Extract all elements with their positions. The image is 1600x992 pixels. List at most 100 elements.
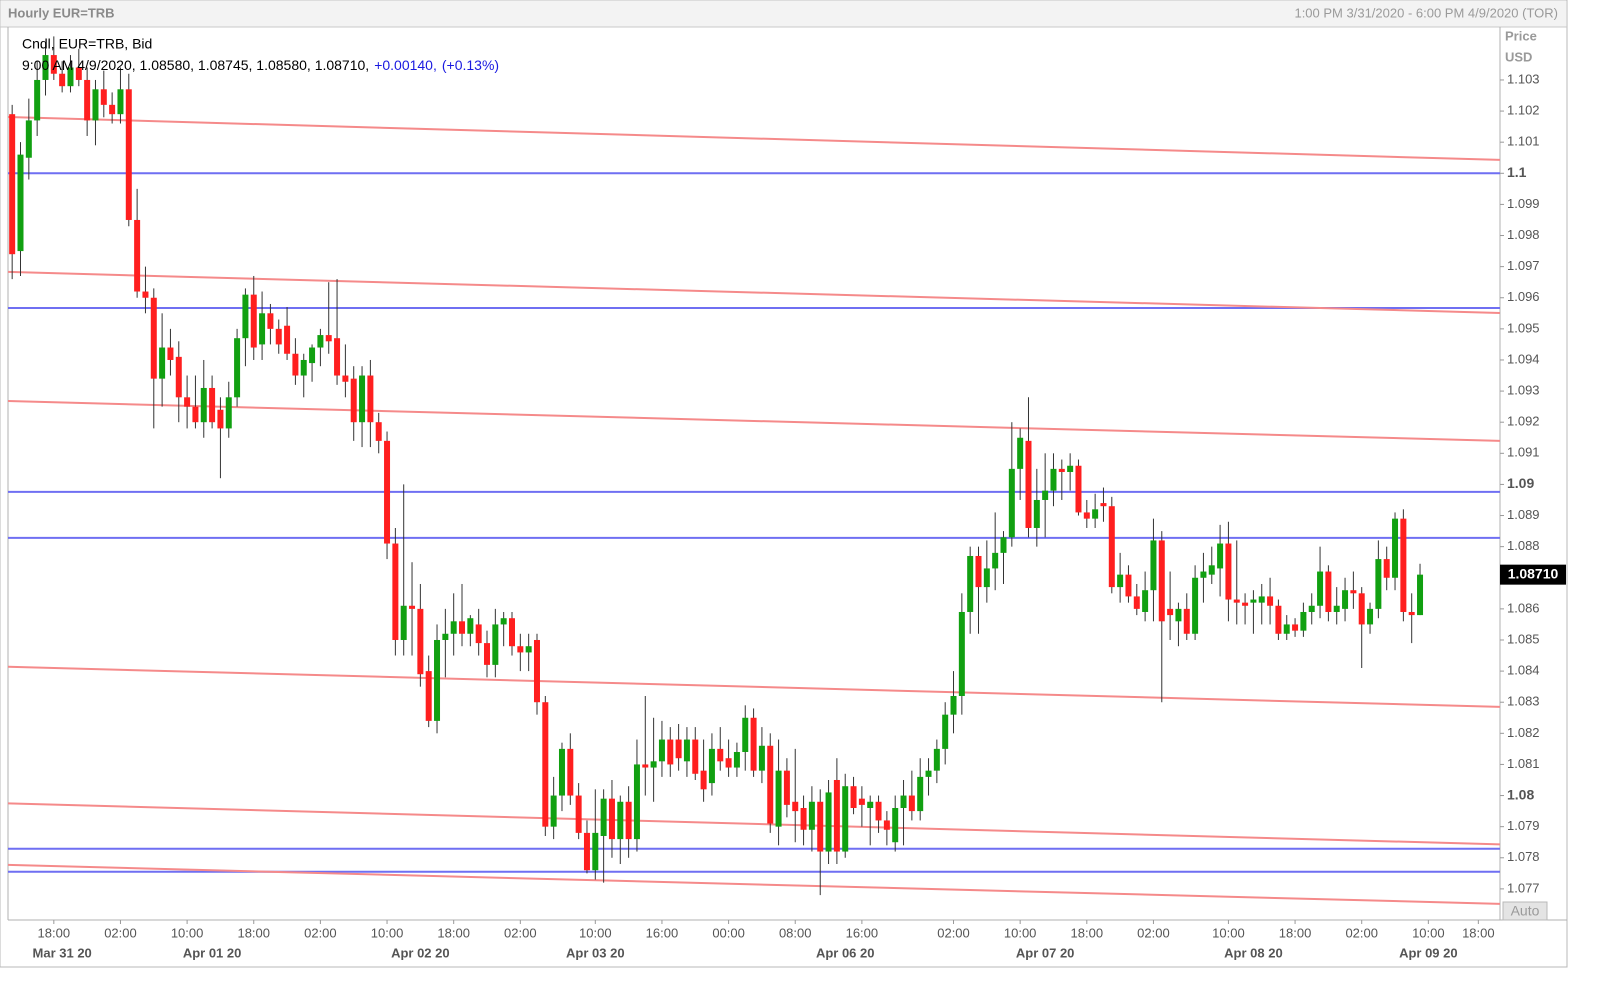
candle-body — [725, 758, 732, 768]
candle-body — [1342, 590, 1349, 609]
auto-button[interactable] — [1502, 901, 1548, 921]
x-tick-label: 18:00 — [437, 925, 470, 940]
candle-body — [775, 770, 782, 827]
candle-body — [892, 807, 899, 843]
candle-body — [100, 89, 107, 105]
candle-body — [175, 356, 182, 398]
x-tick-label: 02:00 — [104, 925, 137, 940]
candle-body — [1375, 559, 1382, 609]
candle-body — [517, 646, 524, 653]
candle-body — [1050, 468, 1057, 491]
candle-body — [1283, 624, 1290, 634]
candle-body — [292, 353, 299, 376]
date-label: Apr 01 20 — [183, 945, 242, 960]
candle-body — [508, 618, 515, 647]
candle-body — [1092, 509, 1099, 519]
candle-body — [1175, 608, 1182, 622]
candle-body — [1025, 440, 1032, 528]
candle-body — [392, 543, 399, 640]
candle-body — [484, 643, 491, 665]
last-price-label: 1.08710 — [1508, 565, 1559, 581]
candle-body — [200, 387, 207, 423]
candle-body — [700, 770, 707, 790]
plot-area — [7, 36, 1501, 905]
date-label: Apr 06 20 — [816, 945, 875, 960]
trend-line — [7, 802, 1501, 846]
candle-body — [883, 820, 890, 830]
date-label: Apr 09 20 — [1399, 945, 1458, 960]
candle-body — [142, 291, 149, 298]
x-tick-label: 10:00 — [1004, 925, 1037, 940]
candle-body — [425, 671, 432, 721]
candle-body — [600, 798, 607, 836]
candle-body — [259, 313, 266, 345]
last-price-box — [1500, 564, 1566, 585]
y-tick-label: 1.081 — [1507, 756, 1540, 771]
x-tick-label: 02:00 — [937, 925, 970, 940]
candle-body — [1233, 599, 1240, 603]
candle-body — [1108, 506, 1115, 588]
candle-body — [592, 832, 599, 871]
candle-body — [950, 695, 957, 715]
candle-body — [234, 338, 241, 398]
candle-body — [84, 79, 91, 121]
x-tick-label: 16:00 — [846, 925, 879, 940]
y-tick-label: 1.09 — [1507, 475, 1534, 491]
candle-body — [875, 801, 882, 821]
candle-body — [309, 347, 316, 364]
candle-body — [1225, 543, 1232, 600]
candle-body — [242, 294, 249, 339]
candle-body — [583, 832, 590, 871]
candle-body — [683, 739, 690, 762]
x-tick-label: 10:00 — [371, 925, 404, 940]
candle-body — [1058, 468, 1065, 472]
candle-body — [225, 397, 232, 429]
y-tick-label: 1.098 — [1507, 227, 1540, 242]
trend-line — [7, 400, 1501, 442]
frame — [0, 0, 1568, 968]
candle-body — [550, 795, 557, 827]
candle-body — [792, 801, 799, 812]
candle-body — [42, 55, 49, 80]
auto-button-label[interactable]: Auto — [1511, 903, 1540, 919]
candle-body — [825, 792, 832, 852]
candle-body — [25, 120, 32, 158]
y-tick-label: 1.078 — [1507, 849, 1540, 864]
candle-body — [1300, 611, 1307, 631]
candle-body — [1258, 596, 1265, 603]
candle-body — [192, 406, 199, 423]
x-tick-label: 18:00 — [1279, 925, 1312, 940]
candle-body — [300, 359, 307, 376]
y-tick-label: 1.097 — [1507, 258, 1540, 273]
candle-body — [450, 621, 457, 634]
candle-body — [1217, 543, 1224, 569]
time-range: 1:00 PM 3/31/2020 - 6:00 PM 4/9/2020 (TO… — [1294, 5, 1558, 20]
candle-body — [867, 801, 874, 808]
candle-body — [650, 761, 657, 768]
candle-body — [1133, 596, 1140, 609]
candle-body — [767, 745, 774, 824]
candle-body — [842, 786, 849, 852]
candle-body — [1400, 518, 1407, 612]
candle-body — [1000, 537, 1007, 553]
candle-body — [1317, 571, 1324, 606]
candle-body — [642, 764, 649, 768]
legend-values: 9:00 AM 4/9/2020, 1.08580, 1.08745, 1.08… — [22, 57, 369, 73]
candle-body — [17, 154, 24, 252]
x-tick-label: 10:00 — [1412, 925, 1445, 940]
candle-body — [34, 79, 41, 121]
candle-body — [1125, 574, 1132, 597]
candle-body — [1083, 512, 1090, 519]
legend-title: Cndl, EUR=TRB, Bid — [22, 36, 152, 52]
x-tick-label: 02:00 — [504, 925, 537, 940]
candle-body — [475, 624, 482, 644]
candle-body — [284, 325, 291, 354]
candle-body — [617, 801, 624, 840]
candle-body — [134, 219, 141, 292]
y-tick-label: 1.085 — [1507, 631, 1540, 646]
candle-body — [1408, 611, 1415, 616]
candle-body — [858, 798, 865, 805]
x-tick-label: 10:00 — [171, 925, 204, 940]
candle-body — [1167, 608, 1174, 616]
candle-body — [59, 73, 66, 87]
